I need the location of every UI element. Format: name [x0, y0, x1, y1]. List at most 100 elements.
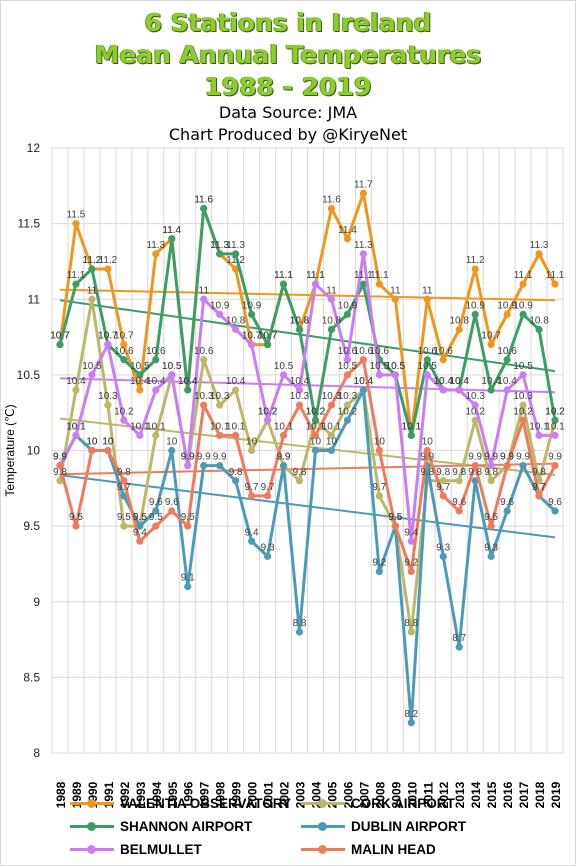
data-point: [184, 583, 192, 591]
data-point: [551, 280, 559, 288]
data-point: [455, 477, 463, 485]
data-label: 10.4: [66, 376, 86, 387]
data-point: [120, 356, 128, 364]
data-label: 10.8: [529, 316, 549, 327]
data-point: [455, 386, 463, 394]
data-label: 10.1: [274, 421, 294, 432]
data-label: 11.3: [354, 240, 373, 251]
data-label: 10.4: [481, 376, 501, 387]
data-point: [232, 477, 240, 485]
data-label: 10.8: [290, 316, 310, 327]
data-label: 11.4: [162, 225, 181, 236]
data-point: [359, 189, 367, 197]
data-point: [359, 250, 367, 258]
data-point: [168, 371, 176, 379]
data-label: 10.5: [162, 361, 182, 372]
data-label: 10: [246, 437, 258, 448]
data-point: [311, 431, 320, 439]
data-label: 9.7: [261, 482, 275, 493]
data-label: 9.9: [516, 452, 530, 463]
data-label: 9.5: [133, 512, 147, 523]
chart-credit: Chart Produced by @KiryeNet: [168, 125, 408, 144]
series-line: [58, 207, 557, 437]
data-label: 10.6: [370, 346, 390, 357]
data-label: 9.9: [420, 452, 434, 463]
legend-marker: [301, 844, 345, 854]
data-point: [184, 386, 192, 394]
data-point: [311, 416, 320, 424]
data-label: 9.4: [245, 527, 259, 538]
x-tick-label: 2013: [453, 781, 467, 808]
data-point: [503, 507, 511, 515]
data-label: 9.8: [420, 467, 434, 478]
x-tick-label: 2016: [501, 781, 515, 808]
data-label: 10.9: [465, 300, 485, 311]
x-tick-label: 2010: [405, 781, 419, 808]
data-label: 10.3: [194, 391, 214, 402]
data-label: 9.2: [372, 558, 386, 569]
data-point: [439, 386, 447, 394]
data-label: 10.5: [338, 361, 358, 372]
data-label: 9.9: [181, 452, 195, 463]
data-point: [279, 280, 288, 288]
data-label: 10: [86, 437, 98, 448]
data-point: [200, 204, 208, 213]
data-label: 9.3: [484, 542, 498, 553]
data-label: 11.2: [83, 255, 102, 266]
data-point: [263, 416, 272, 424]
data-point: [535, 492, 543, 500]
data-label: 9.9: [213, 452, 227, 463]
data-label: 9.5: [133, 512, 147, 523]
data-label: 11.6: [194, 195, 213, 206]
data-label: 9.5: [181, 512, 195, 523]
data-point: [407, 628, 415, 636]
data-point: [88, 295, 96, 303]
data-point: [327, 325, 336, 334]
data-label: 10.3: [513, 391, 533, 402]
y-tick-label: 9: [33, 595, 40, 609]
x-tick-label: 1991: [102, 781, 116, 808]
x-tick-label: 2014: [469, 781, 483, 808]
data-label: 10.1: [130, 421, 150, 432]
data-label: 10.2: [338, 406, 358, 417]
data-label: 10.4: [290, 376, 310, 387]
x-tick-label: 2008: [373, 781, 387, 808]
legend-marker: [301, 798, 345, 808]
data-point: [391, 371, 399, 379]
x-tick-label: 2015: [485, 781, 499, 808]
data-label: 10.1: [402, 421, 422, 432]
data-label: 11.1: [370, 270, 389, 281]
data-point: [343, 310, 352, 318]
data-label: 9.7: [532, 482, 546, 493]
data-label: 11: [422, 285, 433, 296]
data-point: [232, 265, 240, 273]
data-point: [439, 356, 447, 364]
data-label: 9.6: [149, 497, 163, 508]
data-point: [56, 462, 64, 470]
data-point: [311, 446, 320, 455]
data-point: [295, 401, 304, 409]
data-label: 9.9: [468, 452, 482, 463]
data-label: 11: [390, 285, 401, 296]
data-label: 11.3: [210, 240, 229, 251]
data-point: [343, 416, 352, 424]
data-point: [152, 431, 160, 439]
data-labels: 10.711.511.211.210.710.411.311.410.411.6…: [50, 179, 565, 719]
data-point: [56, 341, 64, 349]
data-label: 11: [199, 285, 210, 296]
legend-marker: [70, 821, 114, 831]
data-label: 10.1: [322, 421, 342, 432]
data-point: [439, 492, 447, 500]
data-label: 10.7: [481, 331, 501, 342]
data-point: [72, 431, 80, 439]
data-point: [359, 356, 367, 364]
data-point: [455, 507, 463, 515]
data-label: 9.9: [53, 452, 67, 463]
series-line: [58, 252, 556, 543]
x-tick-label: 2009: [389, 781, 403, 808]
data-point: [200, 356, 208, 364]
data-point: [327, 446, 336, 455]
data-label: 10.2: [513, 406, 533, 417]
data-point: [216, 250, 224, 258]
